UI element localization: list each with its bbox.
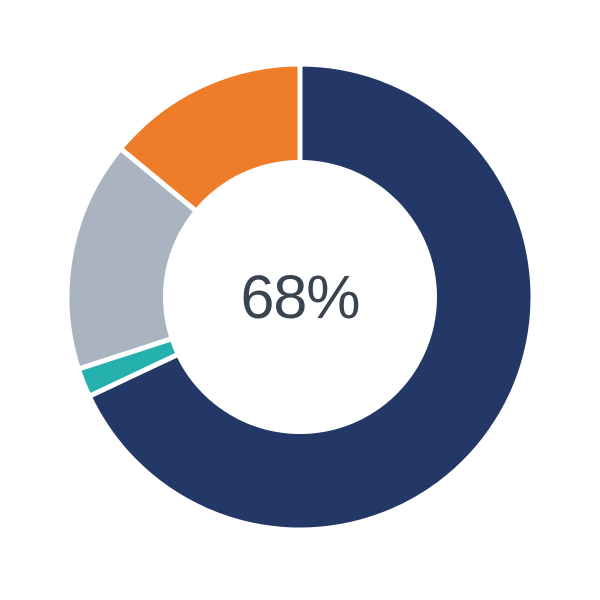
- donut-hole: [163, 160, 437, 434]
